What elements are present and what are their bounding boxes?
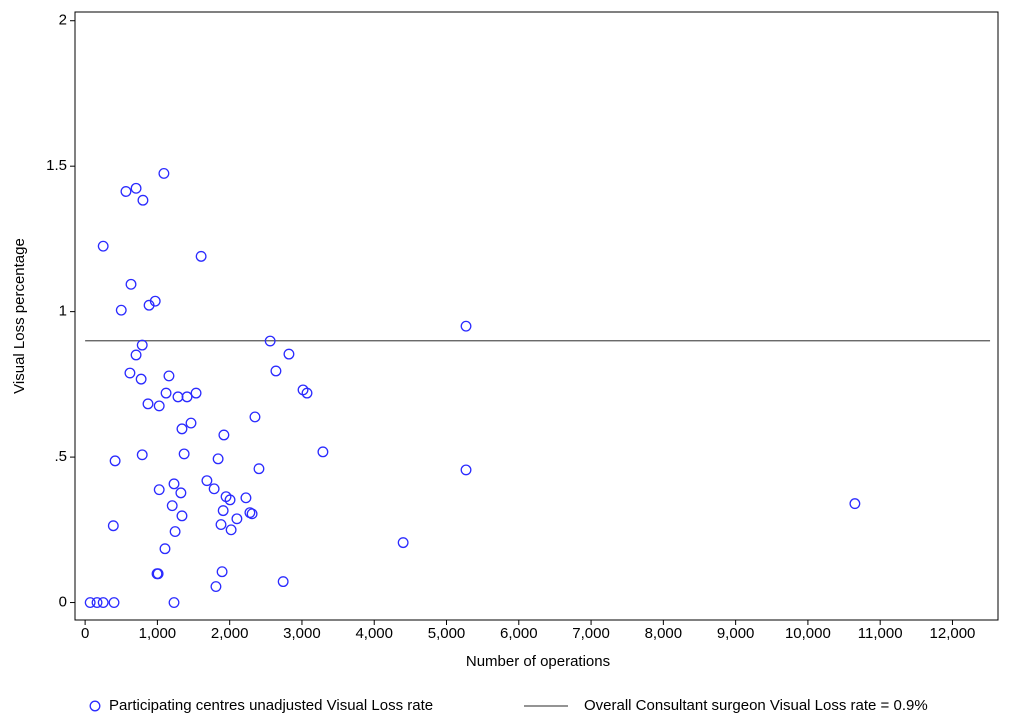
data-point [317,446,329,458]
data-point [108,597,120,608]
data-point [201,475,213,487]
y-axis-title: Visual Loss percentage [11,238,28,394]
data-point [137,194,149,206]
legend-label: Participating centres unadjusted Visual … [109,697,433,714]
data-point [130,349,142,361]
data-point [175,487,187,499]
legend-marker [89,700,101,712]
data-point [283,348,295,360]
y-tick-label: 0 [59,594,67,611]
x-tick-label: 9,000 [717,625,755,642]
data-point [115,304,127,316]
y-tick-label: .5 [54,448,67,465]
data-point [225,524,237,536]
plot-frame [74,11,999,621]
data-point [249,411,261,423]
data-point [253,463,265,475]
data-point [97,597,109,608]
data-point [160,387,172,399]
data-point [301,387,313,399]
data-point [168,478,180,490]
data-point [264,335,276,347]
data-point [149,295,161,307]
data-point [153,484,165,496]
data-point [218,429,230,441]
legend-label: Overall Consultant surgeon Visual Loss r… [584,697,928,714]
data-point [185,417,197,429]
x-axis-title: Number of operations [466,653,610,670]
data-point [181,391,193,403]
data-point [152,568,164,580]
x-tick-label: 7,000 [572,625,610,642]
data-point [130,182,142,194]
data-point [215,519,227,531]
data-point [195,250,207,262]
x-tick-label: 4,000 [355,625,393,642]
data-point [166,500,178,512]
x-tick-label: 10,000 [785,625,831,642]
data-point [124,367,136,379]
data-point [208,483,220,495]
data-point [231,513,243,525]
data-point [107,520,119,532]
data-point [240,492,252,504]
data-point [125,278,137,290]
y-tick-label: 1.5 [46,157,67,174]
data-point [84,597,96,608]
data-point [849,498,861,510]
data-point [163,370,175,382]
x-tick-label: 6,000 [500,625,538,642]
data-point [210,581,222,592]
y-tick-label: 2 [59,12,67,29]
data-point [277,576,289,588]
data-point [158,168,170,179]
x-tick-label: 12,000 [930,625,976,642]
data-point [212,453,224,465]
data-point [153,400,165,412]
data-point [172,391,184,403]
x-tick-label: 1,000 [139,625,177,642]
data-point [224,494,236,506]
x-tick-label: 11,000 [858,625,903,642]
data-point [217,505,229,517]
y-tick-label: 1 [59,303,67,320]
data-point [270,365,282,377]
data-point [169,526,181,538]
data-point [135,373,147,385]
data-point [136,339,148,351]
data-point [246,508,258,520]
data-point [460,464,472,476]
data-point [168,597,180,608]
data-point [120,186,132,197]
data-point [91,597,103,608]
data-point [136,449,148,461]
data-point [178,448,190,460]
data-point [216,566,228,578]
data-point [190,387,202,399]
data-point [142,398,154,410]
data-point [397,537,409,549]
x-tick-label: 0 [81,625,89,642]
data-point [97,240,109,252]
x-tick-label: 2,000 [211,625,249,642]
data-point [109,455,121,467]
x-tick-label: 8,000 [645,625,683,642]
x-tick-label: 3,000 [283,625,321,642]
data-point [159,543,171,555]
data-point [176,510,188,522]
data-point [176,423,188,435]
x-tick-label: 5,000 [428,625,466,642]
data-point [460,320,472,332]
